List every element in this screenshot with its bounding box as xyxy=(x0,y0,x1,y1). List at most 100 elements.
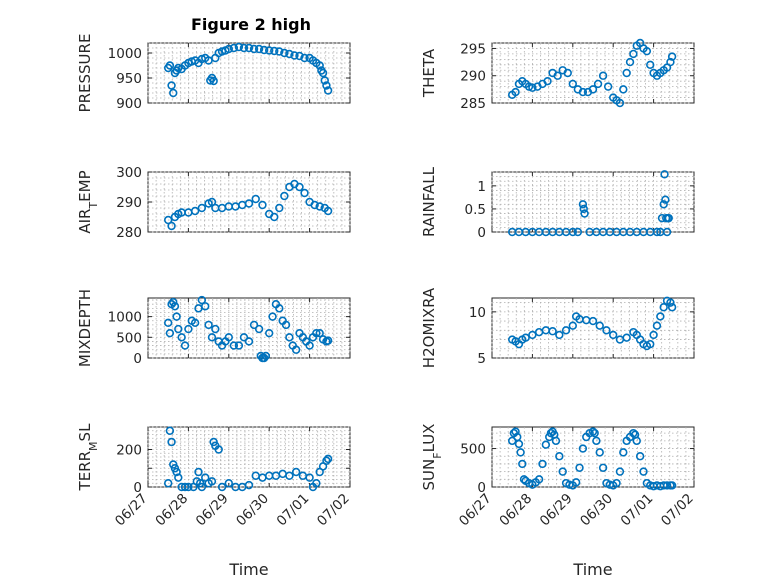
data-point xyxy=(207,333,217,342)
data-point xyxy=(573,227,583,237)
data-point xyxy=(172,312,181,321)
data-point xyxy=(201,302,210,311)
data-point xyxy=(578,87,588,97)
y-axis-label: MIXDEPTH xyxy=(76,289,94,367)
y-tick-label: 950 xyxy=(116,71,142,87)
y-axis-label: TERRMSL xyxy=(76,423,100,492)
data-point xyxy=(511,427,520,436)
data-point xyxy=(209,76,218,86)
data-point xyxy=(320,76,329,85)
data-point xyxy=(561,326,571,335)
data-point xyxy=(170,302,180,311)
data-point xyxy=(578,444,588,453)
data-point xyxy=(514,439,524,449)
subplot-terr-msl: 0 200 06/27 06/28 06/29 06/30 07/01 07/02 TERRMS… xyxy=(76,423,353,579)
y-axis-label: THETA xyxy=(420,48,438,98)
data-point xyxy=(190,318,200,328)
data-point xyxy=(662,481,672,490)
data-point xyxy=(667,303,677,312)
y-axis-label: SUNFLUX xyxy=(420,424,444,491)
data-point xyxy=(592,436,601,446)
y-tick-label: 290 xyxy=(116,195,142,211)
data-point xyxy=(598,71,608,80)
data-point xyxy=(649,330,658,340)
y-axis-label: PRESSURE xyxy=(76,34,94,113)
data-point xyxy=(619,448,628,457)
data-point xyxy=(521,333,530,342)
subplot-air-temp: 280 290 300 AIRTEMP xyxy=(76,165,351,241)
data-point xyxy=(312,328,321,338)
data-point xyxy=(318,68,328,78)
data-point xyxy=(588,316,598,326)
data-point xyxy=(234,42,244,52)
data-point xyxy=(275,304,284,313)
y-tick-label: 10 xyxy=(469,305,486,321)
data-point xyxy=(164,215,173,225)
data-point xyxy=(323,336,333,345)
data-point xyxy=(588,427,598,436)
data-point xyxy=(315,61,324,70)
data-point xyxy=(555,452,564,461)
data-point xyxy=(180,341,190,350)
data-point xyxy=(174,473,183,482)
data-point xyxy=(290,51,299,60)
y-tick-label: 300 xyxy=(116,165,142,181)
data-point xyxy=(280,191,289,201)
data-point xyxy=(666,57,675,67)
y-tick-label: 285 xyxy=(460,96,486,112)
data-point xyxy=(528,83,537,92)
data-point xyxy=(194,467,203,477)
data-point xyxy=(249,320,259,330)
data-point xyxy=(666,298,675,307)
y-tick-label: 0.5 xyxy=(465,202,486,218)
x-tick-label: 07/01 xyxy=(618,491,657,530)
data-point xyxy=(622,68,631,78)
data-point xyxy=(229,341,239,350)
data-point xyxy=(625,57,635,67)
data-point xyxy=(229,43,239,53)
data-point xyxy=(207,477,217,486)
data-point xyxy=(632,436,641,446)
x-tick-label: 06/27 xyxy=(112,491,151,530)
data-point xyxy=(595,448,604,457)
data-point xyxy=(251,194,260,204)
data-point xyxy=(642,46,652,56)
data-point xyxy=(667,481,677,490)
x-tick-label: 06/28 xyxy=(496,491,535,530)
subplot-pressure: 900 950 1000 PRESSURE xyxy=(76,34,351,113)
y-tick-label: 295 xyxy=(460,41,486,57)
x-tick-label: 06/30 xyxy=(577,491,616,530)
data-point xyxy=(612,478,621,488)
data-point xyxy=(224,479,234,488)
data-point xyxy=(285,471,294,480)
data-point xyxy=(659,303,668,312)
data-point xyxy=(664,213,673,223)
data-point xyxy=(197,482,207,492)
data-point xyxy=(259,353,269,363)
y-tick-label: 0 xyxy=(133,351,142,367)
data-point xyxy=(275,47,284,56)
data-point xyxy=(315,328,324,338)
data-point xyxy=(563,68,572,78)
data-point xyxy=(258,200,267,210)
x-tick-label: 07/02 xyxy=(314,491,353,530)
data-point xyxy=(270,46,279,56)
data-point xyxy=(197,203,207,213)
data-point xyxy=(635,452,645,461)
data-point xyxy=(661,195,670,204)
data-point xyxy=(174,324,183,334)
data-point xyxy=(177,333,186,342)
data-point xyxy=(667,52,677,61)
data-point xyxy=(652,321,662,330)
x-tick-label: 07/02 xyxy=(658,491,697,530)
subplot-theta: 285 290 295 THETA xyxy=(420,38,695,112)
data-point xyxy=(295,51,304,61)
data-point xyxy=(169,297,178,307)
data-point xyxy=(571,478,581,487)
y-tick-label: 900 xyxy=(116,96,142,112)
x-tick-label: 07/01 xyxy=(274,491,313,530)
data-point xyxy=(197,295,207,305)
data-point xyxy=(281,320,291,330)
data-point xyxy=(190,206,200,216)
data-point xyxy=(528,330,537,340)
